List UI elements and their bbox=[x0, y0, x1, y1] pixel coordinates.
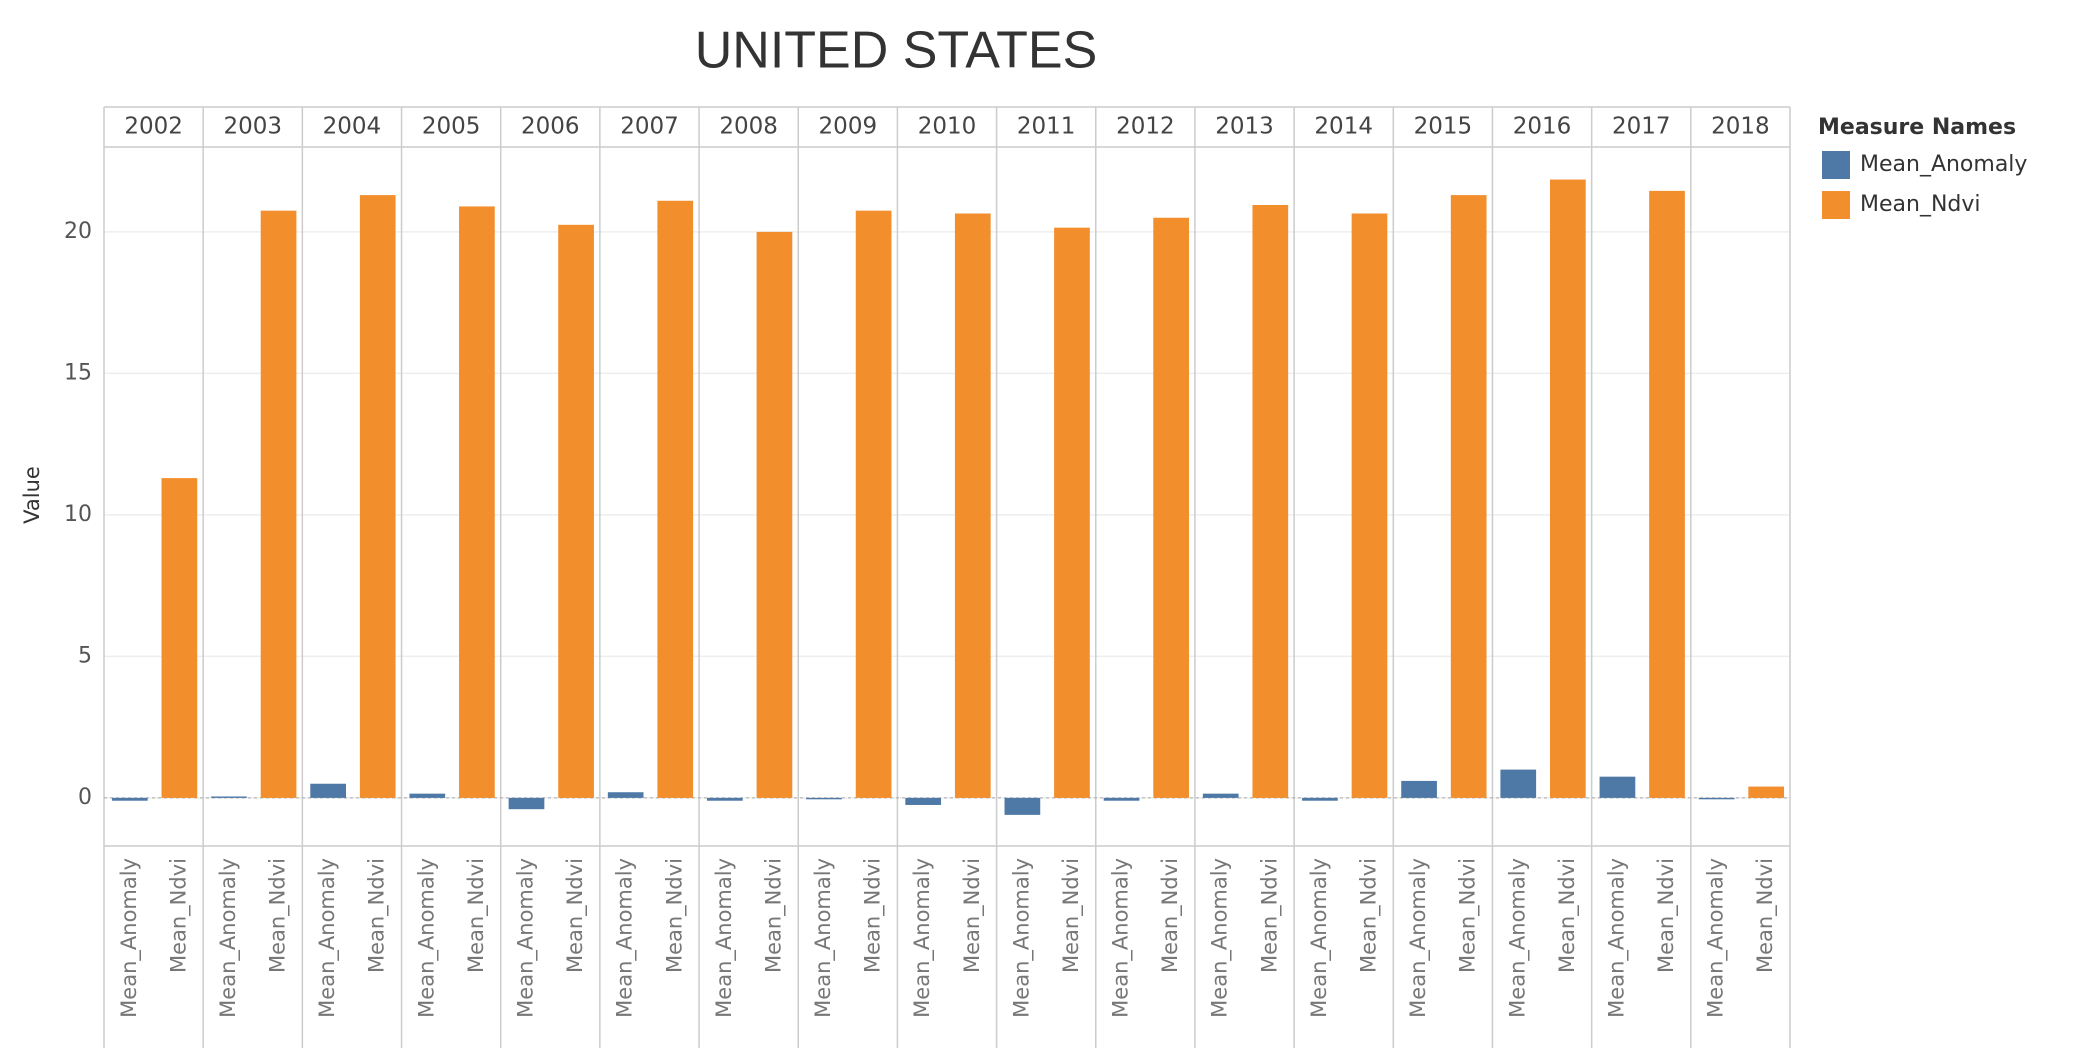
bar bbox=[1054, 227, 1090, 798]
column-header: 2009 bbox=[819, 114, 878, 140]
bar bbox=[111, 797, 148, 801]
bar bbox=[558, 224, 594, 798]
bar bbox=[161, 478, 198, 798]
bar bbox=[1698, 797, 1735, 800]
column-header: 2010 bbox=[918, 114, 977, 140]
bar bbox=[1252, 205, 1289, 798]
x-tick-label: Mean_Anomaly bbox=[1307, 858, 1332, 1018]
bar bbox=[1599, 776, 1636, 798]
x-tick-label: Mean_Anomaly bbox=[1009, 858, 1034, 1018]
column-header: 2008 bbox=[719, 114, 778, 140]
bar bbox=[806, 797, 842, 800]
bar bbox=[260, 210, 297, 798]
x-tick-label: Mean_Anomaly bbox=[1109, 858, 1134, 1018]
x-tick-label: Mean_Anomaly bbox=[216, 858, 241, 1018]
x-tick-label: Mean_Ndvi bbox=[1257, 858, 1282, 973]
column-header: 2016 bbox=[1513, 114, 1572, 140]
bar bbox=[1748, 786, 1785, 798]
x-tick-label: Mean_Ndvi bbox=[960, 858, 985, 973]
bar bbox=[508, 797, 545, 810]
column-header: 2018 bbox=[1711, 114, 1770, 140]
x-tick-label: Mean_Anomaly bbox=[811, 858, 836, 1018]
y-tick-label: 10 bbox=[64, 502, 92, 527]
x-tick-label: Mean_Anomaly bbox=[613, 858, 638, 1018]
x-tick-label: Mean_Anomaly bbox=[117, 858, 142, 1018]
column-header: 2017 bbox=[1612, 114, 1671, 140]
column-header: 2006 bbox=[521, 114, 580, 140]
bar bbox=[459, 206, 495, 798]
bar bbox=[1004, 797, 1041, 815]
bar bbox=[954, 213, 991, 798]
bar bbox=[359, 195, 396, 798]
x-tick-label: Mean_Ndvi bbox=[1654, 858, 1679, 973]
x-tick-label: Mean_Anomaly bbox=[712, 858, 737, 1018]
x-tick-label: Mean_Ndvi bbox=[1456, 858, 1481, 973]
chart-title: UNITED STATES bbox=[695, 22, 1098, 80]
bar bbox=[657, 200, 694, 798]
y-tick-label: 0 bbox=[78, 785, 92, 810]
x-tick-label: Mean_Ndvi bbox=[464, 858, 489, 973]
x-tick-label: Mean_Ndvi bbox=[662, 858, 687, 973]
x-tick-label: Mean_Anomaly bbox=[1505, 858, 1530, 1018]
bar bbox=[1649, 190, 1685, 798]
column-header: 2011 bbox=[1017, 114, 1076, 140]
x-tick-label: Mean_Anomaly bbox=[513, 858, 538, 1018]
bar bbox=[1351, 213, 1388, 798]
x-tick-label: Mean_Anomaly bbox=[1704, 858, 1729, 1018]
column-header: 2014 bbox=[1314, 114, 1373, 140]
bar bbox=[1549, 179, 1586, 798]
x-tick-label: Mean_Ndvi bbox=[266, 858, 291, 973]
bar bbox=[1401, 780, 1437, 798]
column-header: 2004 bbox=[323, 114, 382, 140]
x-tick-label: Mean_Ndvi bbox=[1753, 858, 1778, 973]
column-header: 2002 bbox=[124, 114, 183, 140]
y-tick-label: 5 bbox=[78, 643, 92, 668]
x-tick-label: Mean_Ndvi bbox=[563, 858, 588, 973]
legend-label: Mean_Ndvi bbox=[1860, 192, 1981, 217]
bar bbox=[607, 792, 644, 798]
x-tick-label: Mean_Ndvi bbox=[1158, 858, 1183, 973]
bar bbox=[211, 796, 247, 798]
bar bbox=[310, 783, 346, 798]
column-header: 2012 bbox=[1116, 114, 1175, 140]
bar bbox=[905, 797, 942, 805]
x-tick-label: Mean_Ndvi bbox=[1059, 858, 1084, 973]
x-tick-label: Mean_Ndvi bbox=[1356, 858, 1381, 973]
x-tick-label: Mean_Anomaly bbox=[910, 858, 935, 1018]
y-axis-label: Value bbox=[20, 466, 44, 524]
bar bbox=[1153, 217, 1189, 798]
x-tick-label: Mean_Ndvi bbox=[166, 858, 191, 973]
column-header: 2003 bbox=[223, 114, 282, 140]
legend-title: Measure Names bbox=[1818, 115, 2016, 140]
x-tick-label: Mean_Ndvi bbox=[761, 858, 786, 973]
column-header: 2013 bbox=[1215, 114, 1274, 140]
column-header: 2015 bbox=[1414, 114, 1473, 140]
column-header: 2007 bbox=[620, 114, 679, 140]
bar bbox=[756, 231, 793, 798]
x-tick-label: Mean_Ndvi bbox=[365, 858, 390, 973]
x-tick-label: Mean_Anomaly bbox=[1406, 858, 1431, 1018]
legend-label: Mean_Anomaly bbox=[1860, 152, 2027, 177]
bar bbox=[1103, 797, 1140, 801]
bar bbox=[1450, 195, 1487, 798]
x-tick-label: Mean_Anomaly bbox=[414, 858, 439, 1018]
x-tick-label: Mean_Ndvi bbox=[1555, 858, 1580, 973]
bar bbox=[855, 210, 892, 798]
column-header: 2005 bbox=[422, 114, 481, 140]
bar bbox=[409, 793, 446, 798]
bar bbox=[1302, 797, 1338, 801]
y-tick-label: 20 bbox=[64, 219, 92, 244]
legend-swatch bbox=[1822, 151, 1850, 179]
y-tick-label: 15 bbox=[64, 360, 92, 385]
x-tick-label: Mean_Anomaly bbox=[1208, 858, 1233, 1018]
bar bbox=[1500, 769, 1537, 798]
x-tick-label: Mean_Ndvi bbox=[861, 858, 886, 973]
legend-swatch bbox=[1822, 191, 1850, 219]
x-tick-label: Mean_Anomaly bbox=[1604, 858, 1629, 1018]
bar bbox=[1202, 793, 1239, 798]
bar bbox=[706, 797, 743, 801]
x-tick-label: Mean_Anomaly bbox=[315, 858, 340, 1018]
